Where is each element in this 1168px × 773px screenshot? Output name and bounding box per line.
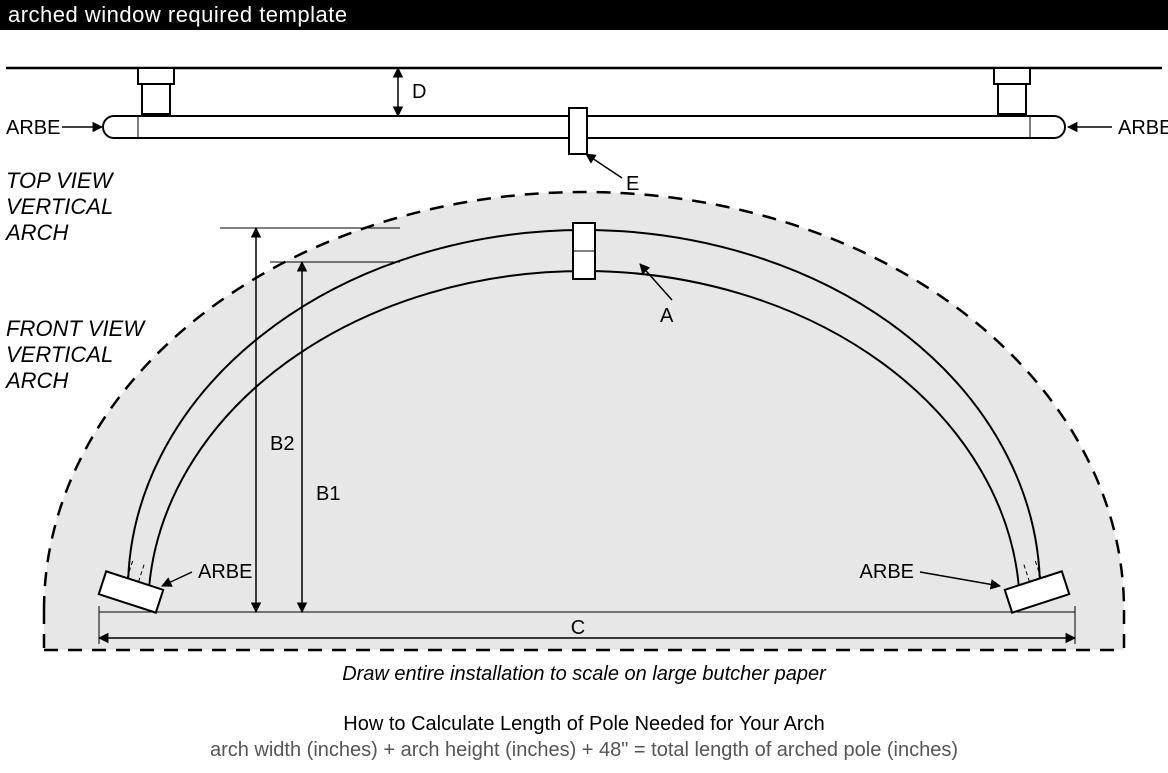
label-A: A — [660, 305, 674, 327]
front-view-label: FRONT VIEW VERTICAL ARCH — [4, 316, 150, 393]
top-center-splice — [569, 108, 587, 154]
caption-title: How to Calculate Length of Pole Needed f… — [343, 713, 824, 735]
label-B1: B1 — [316, 483, 340, 505]
top-bracket-left — [138, 68, 174, 114]
dim-E: E — [586, 154, 639, 195]
caption-body: arch width (inches) + arch height (inche… — [210, 739, 958, 761]
arbe-front-right-text: ARBE — [860, 561, 914, 583]
label-B2: B2 — [270, 433, 294, 455]
arbe-top-left: ARBE — [6, 117, 102, 139]
diagram-svg: D ARBE ARBE E TOP VIEW VERTICAL ARCH — [0, 30, 1168, 773]
arbe-front-left-text: ARBE — [198, 561, 252, 583]
label-E: E — [626, 173, 639, 195]
arbe-top-right-text: ARBE — [1118, 117, 1168, 139]
top-view: D ARBE ARBE E — [6, 68, 1168, 195]
arbe-top-left-text: ARBE — [6, 117, 60, 139]
front-center-splice — [573, 223, 595, 279]
top-view-label: TOP VIEW VERTICAL ARCH — [4, 168, 119, 245]
label-C: C — [571, 617, 585, 639]
dim-D: D — [398, 68, 426, 116]
title-text: arched window required template — [8, 2, 348, 27]
caption-italic: Draw entire installation to scale on lar… — [342, 663, 827, 685]
arbe-top-right: ARBE — [1068, 117, 1168, 139]
title-bar: arched window required template — [0, 0, 1168, 30]
front-view: A B2 B1 C ARBE — [44, 192, 1124, 650]
label-D: D — [412, 81, 426, 103]
top-bracket-right — [994, 68, 1030, 114]
